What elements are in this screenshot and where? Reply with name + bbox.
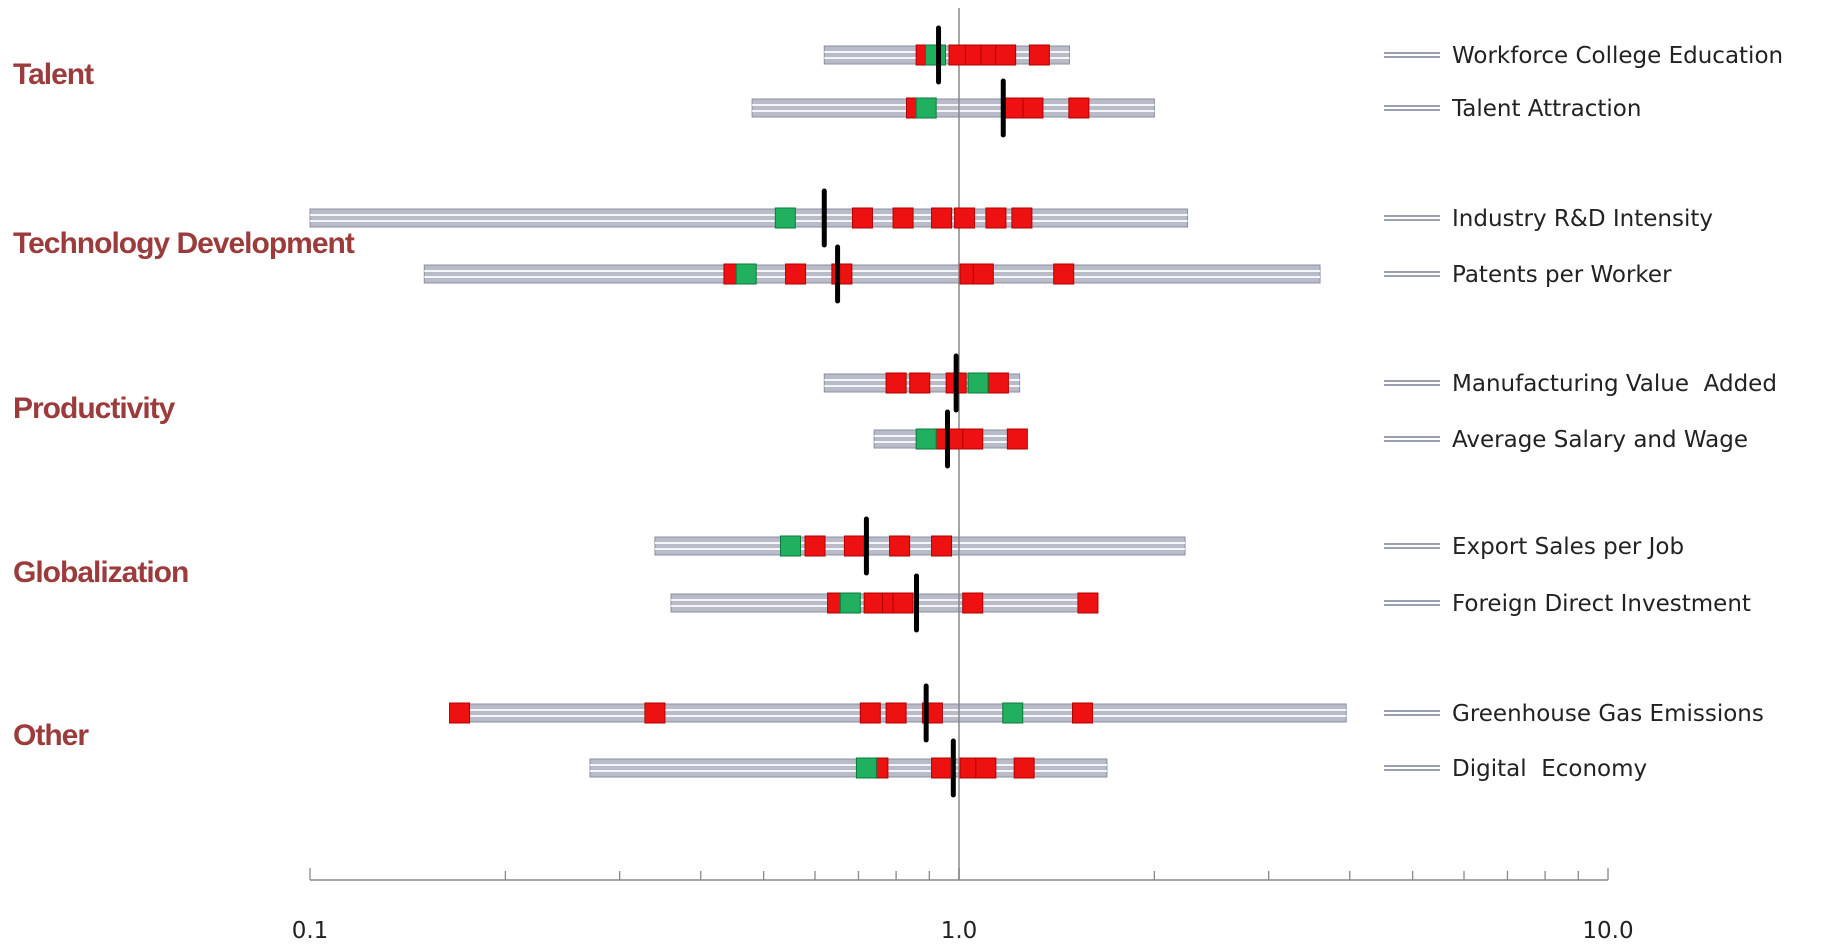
red-marker [995,44,1017,66]
red-marker [987,372,1009,394]
green-marker [924,44,946,66]
metric-label: Patents per Worker [1452,262,1672,288]
red-marker [644,702,666,724]
green-marker [779,535,801,557]
metric-label: Digital Economy [1452,756,1647,782]
metric-label: Foreign Direct Investment [1452,591,1751,617]
red-marker [892,592,914,614]
red-marker [1013,757,1035,779]
x-tick-label: 10.0 [1582,918,1633,944]
metric-label: Average Salary and Wage [1452,427,1748,453]
red-marker [1053,263,1075,285]
x-tick-label: 1.0 [941,918,978,944]
markers [449,25,1099,798]
red-marker [859,702,881,724]
group-label: Globalization [13,556,188,589]
metric-label: Export Sales per Job [1452,534,1684,560]
red-marker [785,263,807,285]
green-marker [839,592,861,614]
metric-label: Greenhouse Gas Emissions [1452,701,1764,727]
red-marker [1072,702,1094,724]
red-marker [863,592,885,614]
red-marker [889,535,911,557]
red-marker [962,428,984,450]
range-bar [309,208,1189,228]
red-marker [1004,97,1026,119]
red-marker [1068,97,1090,119]
green-marker [774,207,796,229]
red-marker [1022,97,1044,119]
red-marker [962,592,984,614]
group-label: Other [13,719,89,752]
labels: Talent Technology Development Productivity… [13,43,1783,782]
green-marker [915,97,937,119]
red-marker [931,757,953,779]
red-marker [843,535,865,557]
metric-label: Workforce College Education [1452,43,1783,69]
red-marker [449,702,471,724]
range-rows [309,45,1347,778]
red-marker [831,263,853,285]
x-axis: 0.1 1.0 10.0 [292,868,1634,944]
group-label: Talent [13,58,94,91]
red-marker [1028,44,1050,66]
green-marker [735,263,757,285]
red-marker [885,702,907,724]
x-tick-label: 0.1 [292,918,329,944]
range-bar [654,536,1186,556]
red-marker [1011,207,1033,229]
range-bar [751,98,1155,118]
metric-label: Manufacturing Value Added [1452,371,1777,397]
red-marker [985,207,1007,229]
red-marker [851,207,873,229]
red-marker [954,207,976,229]
metric-label: Industry R&D Intensity [1452,206,1713,232]
group-label: Technology Development [13,227,355,260]
green-marker [1002,702,1024,724]
green-marker [967,372,989,394]
red-marker [892,207,914,229]
green-marker [915,428,937,450]
red-marker [975,757,997,779]
red-marker [1006,428,1028,450]
red-marker [972,263,994,285]
red-marker [1077,592,1099,614]
red-marker [804,535,826,557]
red-marker [931,535,953,557]
metric-label: Talent Attraction [1451,96,1641,122]
red-marker [909,372,931,394]
group-label: Productivity [13,392,176,425]
red-marker [931,207,953,229]
range-bar [423,264,1321,284]
green-marker [855,757,877,779]
red-marker [885,372,907,394]
